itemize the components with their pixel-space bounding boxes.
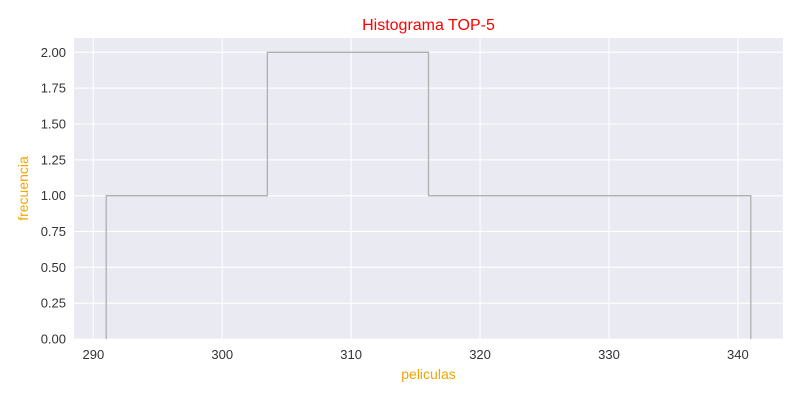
y-tick-label: 2.00 — [41, 45, 66, 60]
y-tick-label: 0.50 — [41, 260, 66, 275]
x-tick-label: 300 — [211, 347, 233, 362]
x-tick-labels: 290 300 310 320 330 340 — [82, 347, 748, 362]
x-tick-label: 340 — [727, 347, 749, 362]
x-axis-label: peliculas — [401, 366, 455, 382]
y-tick-labels: 0.00 0.25 0.50 0.75 1.00 1.25 1.50 1.75 2.00 — [41, 45, 66, 347]
y-tick-label: 0.00 — [41, 332, 66, 347]
y-tick-label: 0.25 — [41, 296, 66, 311]
histogram-step-outline — [105, 51, 752, 339]
x-tick-label: 310 — [340, 347, 362, 362]
y-tick-label: 1.25 — [41, 152, 66, 167]
chart-title: Histograma TOP-5 — [362, 17, 495, 34]
x-tick-label: 320 — [469, 347, 491, 362]
y-tick-label: 1.00 — [41, 188, 66, 203]
y-axis-label: frecuencia — [15, 156, 31, 221]
y-tick-label: 1.50 — [41, 117, 66, 132]
x-tick-label: 290 — [82, 347, 104, 362]
y-tick-label: 1.75 — [41, 81, 66, 96]
x-tick-label: 330 — [598, 347, 620, 362]
y-tick-label: 0.75 — [41, 224, 66, 239]
